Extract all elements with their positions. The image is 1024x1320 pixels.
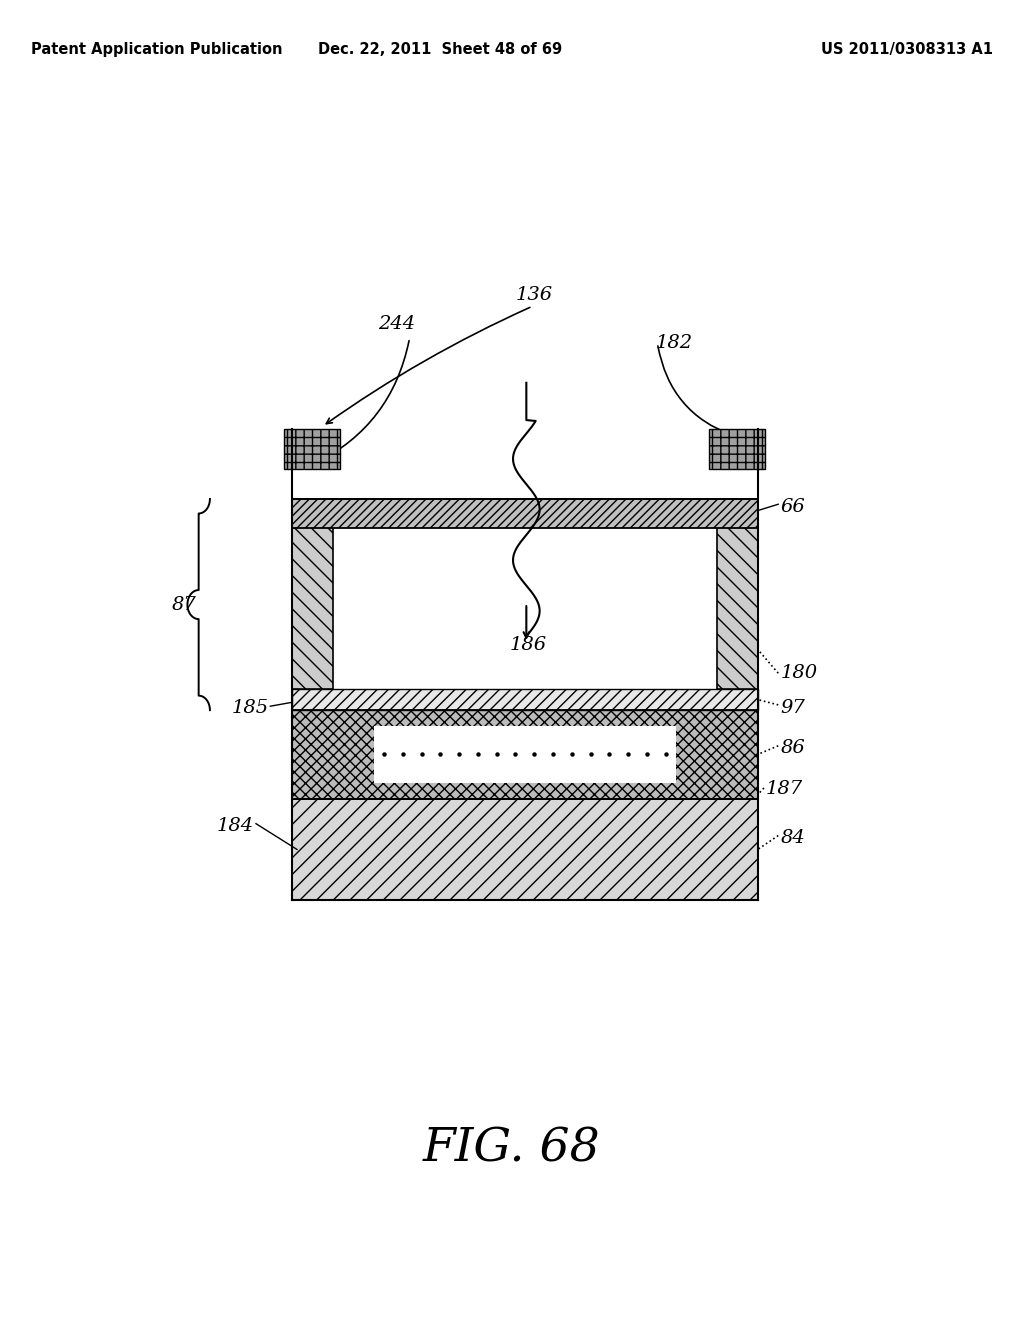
Bar [292, 710, 758, 799]
Bar [709, 429, 766, 469]
Bar [292, 499, 333, 689]
Bar [374, 726, 676, 783]
Text: 186: 186 [510, 636, 547, 655]
Bar [333, 528, 717, 689]
Text: Dec. 22, 2011  Sheet 48 of 69: Dec. 22, 2011 Sheet 48 of 69 [318, 42, 562, 57]
Text: US 2011/0308313 A1: US 2011/0308313 A1 [821, 42, 993, 57]
Bar [292, 710, 758, 799]
Text: 187: 187 [766, 780, 803, 799]
Text: 87: 87 [172, 595, 197, 614]
Text: 184: 184 [217, 817, 254, 836]
Text: 136: 136 [516, 285, 553, 304]
Text: 84: 84 [780, 829, 805, 847]
Text: Patent Application Publication: Patent Application Publication [31, 42, 283, 57]
Text: 86: 86 [780, 739, 805, 758]
Text: 244: 244 [378, 314, 415, 333]
Text: 182: 182 [655, 334, 692, 352]
Bar [292, 499, 758, 528]
Text: 185: 185 [231, 698, 268, 717]
Text: FIG. 68: FIG. 68 [423, 1126, 601, 1171]
Text: 66: 66 [780, 498, 805, 516]
Text: 97: 97 [780, 698, 805, 717]
Bar [284, 429, 340, 469]
Bar [292, 689, 758, 710]
Bar [717, 499, 758, 689]
Bar [292, 799, 758, 900]
Text: 180: 180 [780, 664, 817, 682]
